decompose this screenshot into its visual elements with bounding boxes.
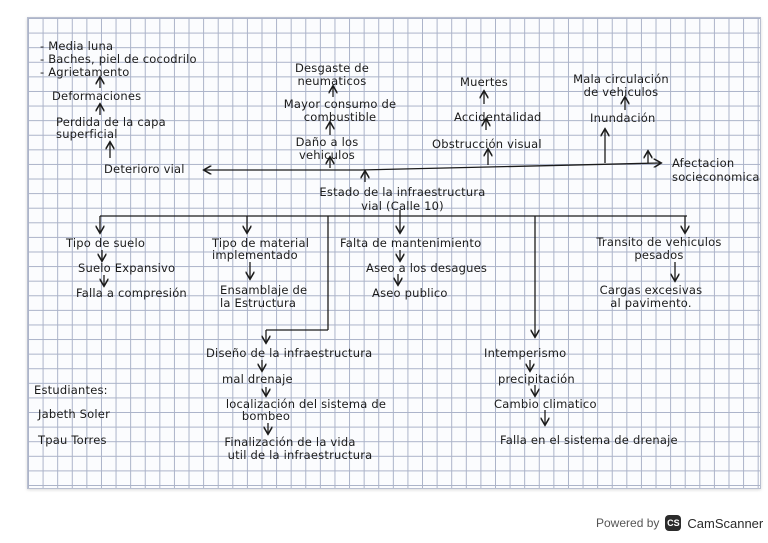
aseo-publico: Aseo publico	[372, 286, 448, 300]
camscanner-watermark: Powered by CS CamScanner	[596, 512, 763, 534]
dano-line2: vehiculos	[299, 148, 355, 162]
finalizacion-line2: util de la infraestructura	[227, 448, 373, 462]
desgaste-line1: Desgaste de	[294, 61, 370, 75]
diseno-infraestructura: Diseño de la infraestructura	[206, 346, 373, 360]
aseo-desagues: Aseo a los desagues	[366, 261, 488, 275]
tipo-suelo: Tipo de suelo	[66, 236, 146, 250]
obstruccion-visual: Obstrucción visual	[432, 137, 542, 151]
ensamblaje-line1: Ensamblaje de	[220, 283, 308, 297]
deformaciones: Deformaciones	[52, 89, 142, 103]
inundacion: Inundación	[590, 111, 656, 125]
student-name: Jabeth Soler	[38, 407, 111, 421]
ensamblaje-line2: la Estructura	[220, 296, 297, 310]
afectacion-line2: socieconomica	[672, 170, 760, 184]
camscanner-brand: CamScanner	[687, 515, 764, 531]
transito-line1: Transito de vehiculos	[596, 235, 722, 249]
dano-line1: Daño a los	[295, 135, 359, 149]
localizacion-line2: bombeo	[241, 409, 291, 423]
deterioro-vial: Deterioro vial	[104, 162, 185, 176]
accidentalidad: Accidentalidad	[454, 110, 542, 124]
central-title-line1: Estado de la infraestructura	[319, 185, 486, 199]
transito-line2: pesados	[634, 248, 684, 262]
estudiantes-label: Estudiantes:	[34, 383, 108, 397]
cambio-climatico: Cambio climatico	[494, 397, 597, 411]
precipitacion: precipitación	[498, 372, 575, 386]
muertes: Muertes	[460, 75, 508, 89]
finalizacion-line1: Finalización de la vida	[224, 435, 356, 449]
suelo-expansivo: Suelo Expansivo	[78, 261, 176, 275]
consumo-line2: combustible	[303, 110, 377, 124]
cargas-line2: al pavimento.	[610, 296, 692, 310]
tipo-material-line1: Tipo de material	[212, 236, 310, 250]
perdida-capa-line1: Perdida de la capa	[56, 115, 166, 129]
deterioro-list-item: - Baches, piel de cocodrilo	[40, 52, 197, 66]
circulacion-line2: de vehiculos	[583, 85, 659, 99]
mal-drenaje: mal drenaje	[222, 372, 293, 386]
deterioro-list-item: - Media luna	[40, 39, 114, 53]
camscanner-logo-icon: CS	[665, 515, 682, 531]
powered-by-text: Powered by	[596, 516, 660, 530]
consumo-line1: Mayor consumo de	[283, 97, 397, 111]
falta-mantenimiento: Falta de mantenimiento	[340, 236, 482, 250]
afectacion-line1: Afectacion	[672, 156, 735, 170]
perdida-capa-line2: superficial	[56, 127, 118, 141]
intemperismo: Intemperismo	[484, 346, 567, 360]
central-title-line2: vial (Calle 10)	[361, 199, 444, 213]
falla-compresion: Falla a compresión	[76, 286, 187, 300]
deterioro-list-item: - Agrietamento	[40, 65, 130, 79]
circulacion-line1: Mala circulación	[573, 72, 669, 86]
tipo-material-line2: implementado	[212, 248, 298, 262]
student-name: Tpau Torres	[38, 433, 107, 447]
desgaste-line2: neumaticos	[297, 74, 367, 88]
graph-paper-sheet	[27, 17, 761, 489]
falla-drenaje: Falla en el sistema de drenaje	[500, 433, 678, 447]
localizacion-line1: localización del sistema de	[225, 397, 387, 411]
cargas-line1: Cargas excesivas	[599, 283, 703, 297]
